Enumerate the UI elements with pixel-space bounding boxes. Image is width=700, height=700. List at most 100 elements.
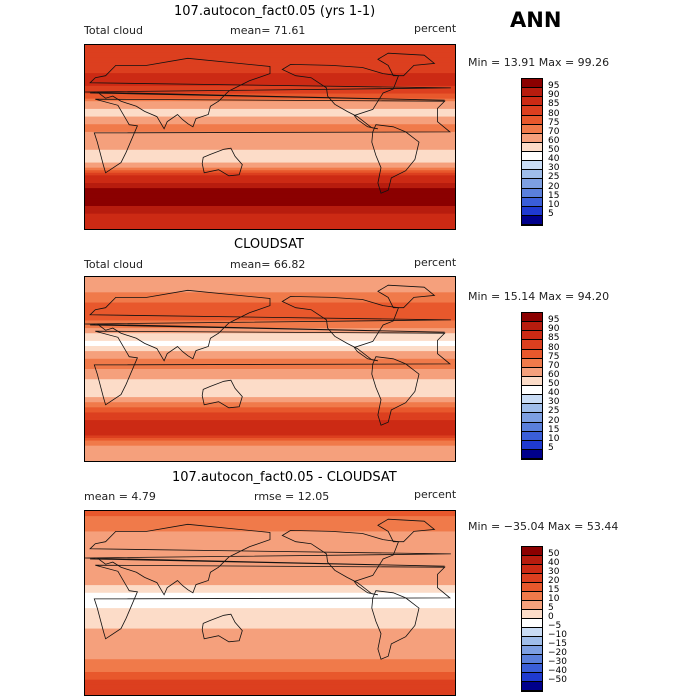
panel2-mean: mean= 66.82: [230, 258, 306, 271]
colorbar-tick-label: 70: [548, 360, 560, 371]
zonal-band: [85, 170, 455, 174]
colorbar-swatch: [522, 133, 542, 143]
zonal-band: [85, 216, 455, 220]
colorbar-tick-label: 20: [548, 576, 560, 586]
colorbar-tick-label: 5: [548, 208, 554, 219]
zonal-band: [85, 47, 455, 51]
zonal-band: [85, 172, 455, 176]
zonal-band: [85, 200, 455, 205]
zonal-band: [85, 226, 455, 229]
zonal-band: [85, 636, 455, 640]
zonal-band: [85, 315, 455, 319]
colorbar-swatch: [522, 358, 542, 368]
coastline: [201, 613, 243, 643]
zonal-band: [85, 643, 455, 648]
coastline: [93, 564, 452, 640]
zonal-band: [85, 412, 455, 416]
colorbar-tick-label: 50: [548, 379, 560, 389]
panel1-units: percent: [414, 22, 457, 35]
zonal-band: [85, 417, 455, 421]
colorbar-tick-label: 75: [548, 351, 560, 362]
panel3-rmse: rmse = 12.05: [254, 490, 330, 503]
zonal-band: [85, 142, 455, 146]
zonal-band: [85, 351, 455, 355]
zonal-band: [85, 384, 455, 388]
zonal-band: [85, 438, 455, 442]
zonal-band: [85, 103, 455, 107]
zonal-band: [85, 96, 455, 100]
zonal-band: [85, 448, 455, 452]
colorbar-tick-label: 50: [548, 549, 560, 559]
coastline: [85, 523, 451, 596]
zonal-band: [85, 638, 455, 642]
colorbar-swatch: [522, 592, 542, 601]
panel1-title: 107.autocon_fact0.05 (yrs 1-1): [174, 4, 376, 19]
panel1-colorbar: [521, 78, 543, 226]
zonal-band: [85, 399, 455, 403]
zonal-band: [85, 605, 455, 609]
coastline: [281, 295, 400, 362]
zonal-band: [85, 134, 455, 138]
colorbar-swatch: [522, 367, 542, 377]
zonal-band: [85, 654, 455, 658]
zonal-band: [85, 323, 455, 327]
colorbar-swatch: [522, 115, 542, 125]
zonal-band: [85, 218, 455, 222]
colorbar-swatch: [522, 331, 542, 341]
colorbar-tick-label: 25: [548, 172, 560, 183]
coastline: [85, 57, 451, 130]
colorbar-tick-label: 20: [548, 181, 560, 192]
colorbar-swatch: [522, 88, 542, 98]
zonal-band: [85, 338, 455, 342]
zonal-band: [85, 340, 455, 345]
zonal-band: [85, 78, 455, 82]
zonal-band: [85, 50, 455, 54]
colorbar-tick-label: 80: [548, 342, 560, 353]
zonal-band: [85, 106, 455, 110]
zonal-band: [85, 664, 455, 668]
colorbar-tick-label: 60: [548, 369, 560, 380]
colorbar-swatch: [522, 313, 542, 323]
zonal-band: [85, 343, 455, 347]
zonal-band: [85, 415, 455, 419]
colorbar-tick-label: 30: [548, 567, 560, 577]
zonal-band: [85, 353, 455, 357]
colorbar-swatch: [522, 601, 542, 610]
zonal-band: [85, 615, 455, 619]
zonal-band: [85, 651, 455, 655]
zonal-band: [85, 633, 455, 637]
zonal-band: [85, 669, 455, 673]
zonal-band: [85, 682, 455, 686]
zonal-band: [85, 661, 455, 665]
zonal-band: [85, 458, 455, 461]
coastline: [371, 124, 420, 194]
coastline: [281, 529, 400, 596]
colorbar-swatch: [522, 682, 542, 691]
zonal-band: [85, 679, 455, 683]
zonal-band: [85, 628, 455, 632]
zonal-band: [85, 183, 455, 187]
zonal-band: [85, 595, 455, 599]
colorbar-swatch: [522, 574, 542, 583]
zonal-band: [85, 641, 455, 645]
zonal-band: [85, 101, 455, 105]
zonal-band: [85, 453, 455, 457]
colorbar-swatch: [522, 106, 542, 116]
panel3-colorbar: [521, 546, 543, 692]
colorbar-tick-label: 10: [548, 594, 560, 604]
zonal-band: [85, 613, 455, 617]
zonal-band: [85, 430, 455, 434]
zonal-band: [85, 389, 455, 393]
zonal-band: [85, 206, 455, 210]
zonal-band: [85, 154, 455, 159]
panel2-title: CLOUDSAT: [234, 237, 304, 252]
colorbar-swatch: [522, 449, 542, 459]
coastline: [371, 590, 420, 660]
zonal-band: [85, 175, 455, 179]
zonal-band: [85, 317, 455, 322]
zonal-band: [85, 177, 455, 182]
colorbar-swatch: [522, 197, 542, 207]
colorbar-tick-label: 40: [548, 388, 560, 399]
zonal-band: [85, 557, 455, 561]
colorbar-swatch: [522, 152, 542, 162]
